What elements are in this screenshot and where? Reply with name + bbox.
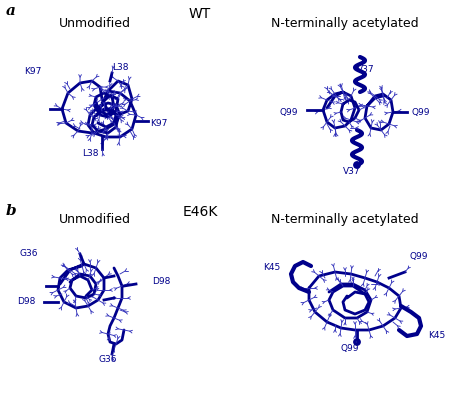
Text: WT: WT	[189, 7, 211, 21]
Text: E46K: E46K	[182, 205, 218, 219]
Text: Q99: Q99	[410, 252, 428, 261]
Text: Q99: Q99	[280, 108, 298, 117]
Text: N-terminally acetylated: N-terminally acetylated	[271, 213, 419, 226]
Text: L38: L38	[82, 148, 98, 157]
Text: K97: K97	[150, 119, 167, 128]
Text: b: b	[6, 204, 17, 218]
Text: N-terminally acetylated: N-terminally acetylated	[271, 17, 419, 30]
Text: D98: D98	[152, 277, 170, 286]
Text: Unmodified: Unmodified	[59, 213, 131, 226]
Text: K45: K45	[263, 263, 280, 272]
Text: Q99: Q99	[341, 344, 359, 353]
Text: V37: V37	[357, 65, 374, 74]
Text: G36: G36	[99, 355, 117, 364]
Text: L38: L38	[112, 63, 128, 72]
Text: V37: V37	[343, 166, 361, 175]
Text: Unmodified: Unmodified	[59, 17, 131, 30]
Text: Q99: Q99	[412, 108, 430, 117]
Text: K45: K45	[428, 330, 445, 339]
Text: G36: G36	[19, 249, 38, 258]
Text: a: a	[6, 4, 16, 18]
Text: D98: D98	[18, 297, 36, 306]
Text: K97: K97	[25, 67, 42, 76]
